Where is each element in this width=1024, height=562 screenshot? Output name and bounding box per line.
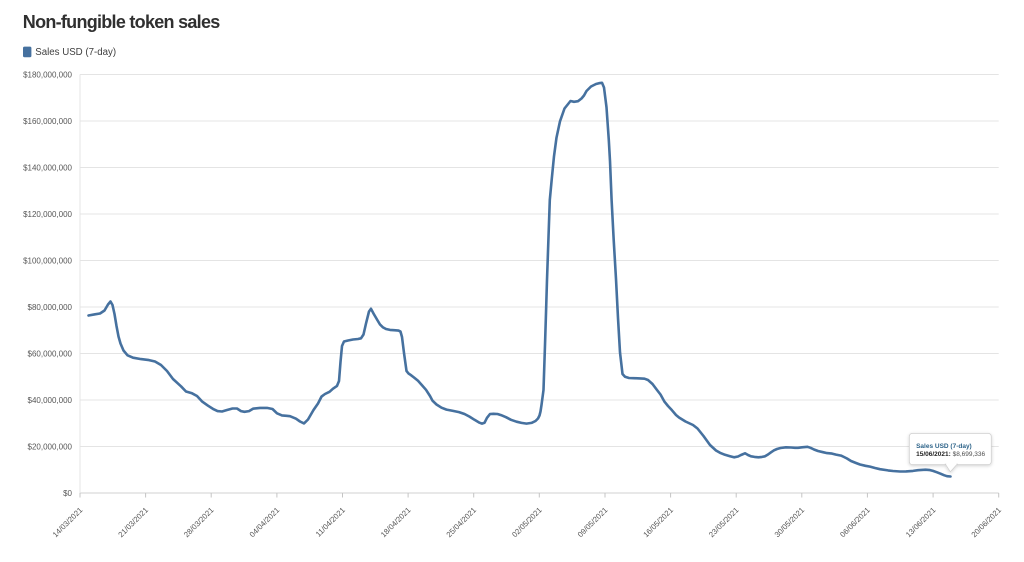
svg-text:$20,000,000: $20,000,000: [28, 442, 73, 451]
svg-text:$0: $0: [63, 489, 72, 498]
svg-text:$120,000,000: $120,000,000: [23, 210, 72, 219]
svg-text:Sales USD (7-day): Sales USD (7-day): [35, 47, 116, 58]
svg-text:$80,000,000: $80,000,000: [28, 303, 73, 312]
svg-text:$40,000,000: $40,000,000: [28, 396, 73, 405]
svg-text:Sales USD (7-day): Sales USD (7-day): [916, 443, 972, 450]
svg-text:$160,000,000: $160,000,000: [23, 117, 72, 126]
svg-text:$60,000,000: $60,000,000: [28, 349, 73, 358]
svg-text:15/06/2021: $8,699,336: 15/06/2021: $8,699,336: [916, 451, 985, 458]
svg-text:$140,000,000: $140,000,000: [23, 163, 72, 172]
svg-text:Non-fungible token sales: Non-fungible token sales: [23, 12, 220, 32]
svg-text:$180,000,000: $180,000,000: [23, 70, 72, 79]
svg-text:$100,000,000: $100,000,000: [23, 256, 72, 265]
